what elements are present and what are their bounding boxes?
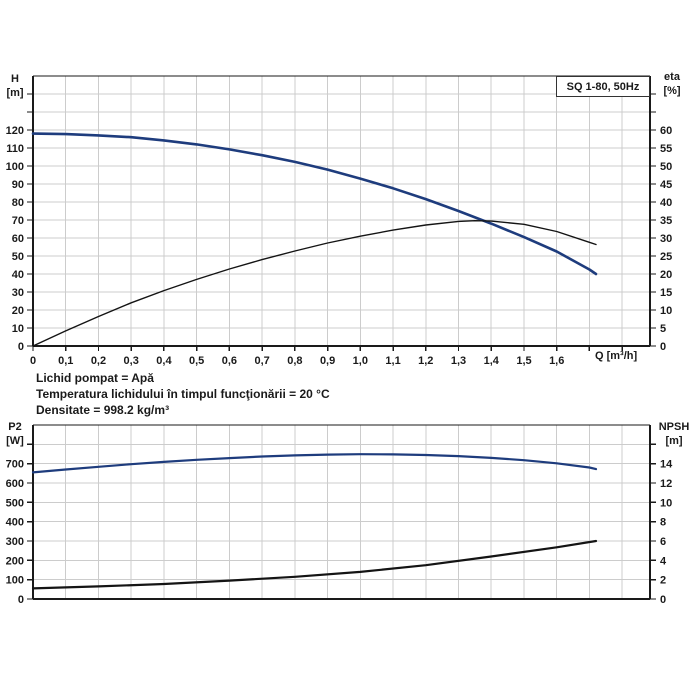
eta-axis-title: eta [%]	[654, 70, 690, 98]
left-tick-label: 50	[12, 251, 24, 263]
left-tick-label: 600	[6, 478, 24, 490]
x-tick-label: 0,3	[124, 355, 139, 367]
npsh-curve	[31, 539, 598, 590]
right-tick-label: 6	[660, 536, 666, 548]
x-tick-label: 1,0	[353, 355, 368, 367]
q-axis-label: Q [m³/h]	[595, 350, 638, 362]
npsh-axis-title: NPSH [m]	[650, 420, 698, 448]
left-tick-label: 80	[12, 197, 24, 209]
h-axis-title-line1: H	[11, 73, 19, 85]
right-tick-label: 55	[660, 143, 672, 155]
right-tick-label: 15	[660, 287, 672, 299]
left-tick-label: 0	[18, 341, 24, 353]
p2-axis-title-line2: [W]	[6, 435, 24, 447]
left-tick-label: 400	[6, 517, 24, 529]
right-tick-label: 30	[660, 233, 672, 245]
left-tick-label: 0	[18, 594, 24, 606]
pump-model-label: SQ 1-80, 50Hz	[556, 76, 650, 97]
left-tick-label: 60	[12, 233, 24, 245]
right-tick-label: 8	[660, 517, 666, 529]
left-tick-label: 10	[12, 323, 24, 335]
right-tick-label: 0	[660, 594, 666, 606]
h-axis-title-line2: [m]	[6, 87, 24, 99]
left-tick-label: 20	[12, 305, 24, 317]
right-tick-label: 14	[660, 459, 673, 471]
right-tick-label: 50	[660, 161, 672, 173]
right-tick-label: 5	[660, 323, 666, 335]
right-tick-label: 20	[660, 269, 672, 281]
x-tick-label: 1,5	[516, 355, 531, 367]
power-curve	[31, 453, 598, 474]
left-tick-label: 100	[6, 161, 24, 173]
p2-axis-title-line1: P2	[8, 421, 22, 433]
x-tick-label: 0,6	[222, 355, 237, 367]
right-tick-label: 4	[660, 555, 667, 567]
right-tick-label: 12	[660, 478, 672, 490]
x-tick-label: 0	[30, 355, 36, 367]
x-tick-label: 0,1	[58, 355, 73, 367]
left-tick-label: 70	[12, 215, 24, 227]
x-tick-label: 1,1	[385, 355, 400, 367]
condition-pumped-liquid: Lichid pompat = Apă	[36, 371, 154, 385]
x-tick-label: 0,7	[254, 355, 269, 367]
right-tick-label: 10	[660, 305, 672, 317]
x-tick-label: 1,4	[484, 355, 500, 367]
right-tick-label: 60	[660, 125, 672, 137]
eta-axis-title-line2: [%]	[663, 85, 681, 97]
right-tick-label: 40	[660, 197, 672, 209]
right-tick-label: 2	[660, 575, 666, 587]
x-tick-label: 1,3	[451, 355, 466, 367]
p2-axis-title: P2 [W]	[0, 420, 30, 448]
right-tick-label: 10	[660, 497, 672, 509]
x-tick-label: 0,9	[320, 355, 335, 367]
left-tick-label: 500	[6, 497, 24, 509]
right-tick-label: 45	[660, 179, 672, 191]
left-tick-label: 90	[12, 179, 24, 191]
right-tick-label: 25	[660, 251, 672, 263]
eta-axis-title-line1: eta	[664, 71, 680, 83]
left-tick-label: 120	[6, 125, 24, 137]
x-tick-label: 1,2	[418, 355, 433, 367]
operating-conditions: Lichid pompat = Apă Temperatura lichidul…	[36, 370, 330, 418]
condition-temperature: Temperatura lichidului în timpul funcţio…	[36, 387, 330, 401]
left-tick-label: 40	[12, 269, 24, 281]
x-tick-label: 0,5	[189, 355, 204, 367]
left-tick-label: 110	[6, 143, 24, 155]
condition-density: Densitate = 998.2 kg/m³	[36, 403, 170, 417]
x-tick-label: 0,8	[287, 355, 302, 367]
right-tick-label: 35	[660, 215, 672, 227]
h-axis-title: H [m]	[0, 72, 30, 100]
left-tick-label: 200	[6, 555, 24, 567]
npsh-axis-title-line2: [m]	[665, 435, 683, 447]
right-tick-label: 0	[660, 341, 666, 353]
efficiency-curve	[32, 219, 597, 347]
left-tick-label: 300	[6, 536, 24, 548]
npsh-axis-title-line1: NPSH	[658, 421, 690, 433]
left-tick-label: 30	[12, 287, 24, 299]
head-curve	[31, 132, 598, 276]
x-tick-label: 0,2	[91, 355, 106, 367]
left-tick-label: 100	[6, 575, 24, 587]
x-tick-label: 0,4	[156, 355, 172, 367]
x-tick-label: 1,6	[549, 355, 564, 367]
left-tick-label: 700	[6, 459, 24, 471]
